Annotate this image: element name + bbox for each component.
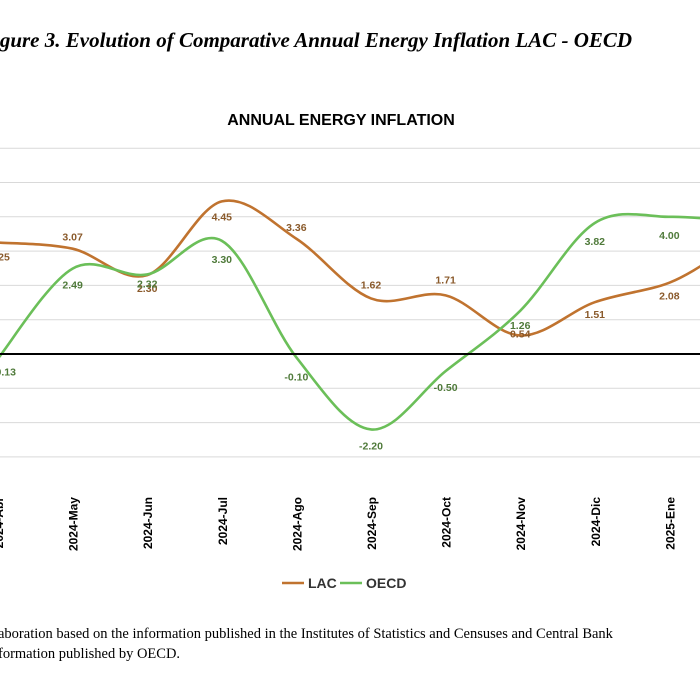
- series-line-oecd: [0, 212, 700, 431]
- x-tick-label: 2025-Ene: [663, 497, 677, 550]
- data-labels: 25 3.07 2.30 4.45 3.36 1.62 1.71 0.54 1.51 2.08 -0…: [0, 211, 680, 452]
- line-chart: ANNUAL ENERGY INFLATION 2024-Abr 2024-May…: [0, 112, 700, 591]
- data-label-oecd: 2.49: [62, 280, 83, 292]
- x-tick-label: 2024-Jul: [216, 497, 230, 545]
- data-label-oecd: 3.30: [212, 254, 233, 266]
- series-lines: [0, 199, 700, 431]
- figure-title: igure 3. Evolution of Comparative Annual…: [0, 28, 633, 52]
- data-label-lac: 3.07: [62, 232, 83, 244]
- data-label-lac: 4.45: [212, 211, 233, 223]
- chart-title: ANNUAL ENERGY INFLATION: [227, 112, 455, 129]
- legend-label-lac: LAC: [308, 575, 337, 591]
- data-label-oecd: -2.20: [359, 440, 383, 452]
- x-tick-label: 2024-May: [67, 497, 81, 551]
- data-label-oecd: 1.26: [510, 320, 531, 332]
- data-label-oecd: -0.10: [284, 371, 308, 383]
- data-label-oecd: 3.82: [585, 236, 606, 248]
- x-axis-tick-labels: 2024-Abr 2024-May 2024-Jun 2024-Jul 2024-Ago…: [0, 497, 677, 551]
- x-tick-label: 2024-Nov: [514, 497, 528, 551]
- chart-gridlines: [0, 147, 700, 458]
- x-tick-label: 2024-Dic: [589, 497, 603, 547]
- data-label-oecd: -0.50: [434, 382, 458, 394]
- x-tick-label: 2024-Oct: [440, 497, 454, 548]
- data-label-oecd: 2.32: [137, 278, 158, 290]
- series-line-lac: [0, 199, 700, 337]
- data-label-oecd: -0.13: [0, 366, 16, 378]
- x-tick-label: 2024-Abr: [0, 497, 6, 549]
- data-label-oecd: 4.00: [659, 230, 680, 242]
- data-label-lac: 1.71: [435, 274, 456, 286]
- chart-legend: LAC OECD: [282, 575, 406, 591]
- x-tick-label: 2024-Jun: [141, 497, 155, 549]
- data-label-lac: 1.51: [585, 309, 606, 321]
- x-tick-label: 2024-Sep: [365, 497, 379, 550]
- legend-label-oecd: OECD: [366, 575, 406, 591]
- data-label-lac: 3.36: [286, 222, 307, 234]
- data-label-lac: 1.62: [361, 279, 382, 291]
- data-label-lac: 2.08: [659, 291, 680, 303]
- data-label-lac: 2.30: [137, 283, 158, 295]
- data-label-lac: 0.54: [510, 328, 531, 340]
- figure-caption: aboration based on the information publi…: [0, 626, 613, 662]
- x-tick-label: 2024-Ago: [290, 497, 304, 551]
- data-label-lac: 25: [0, 252, 10, 264]
